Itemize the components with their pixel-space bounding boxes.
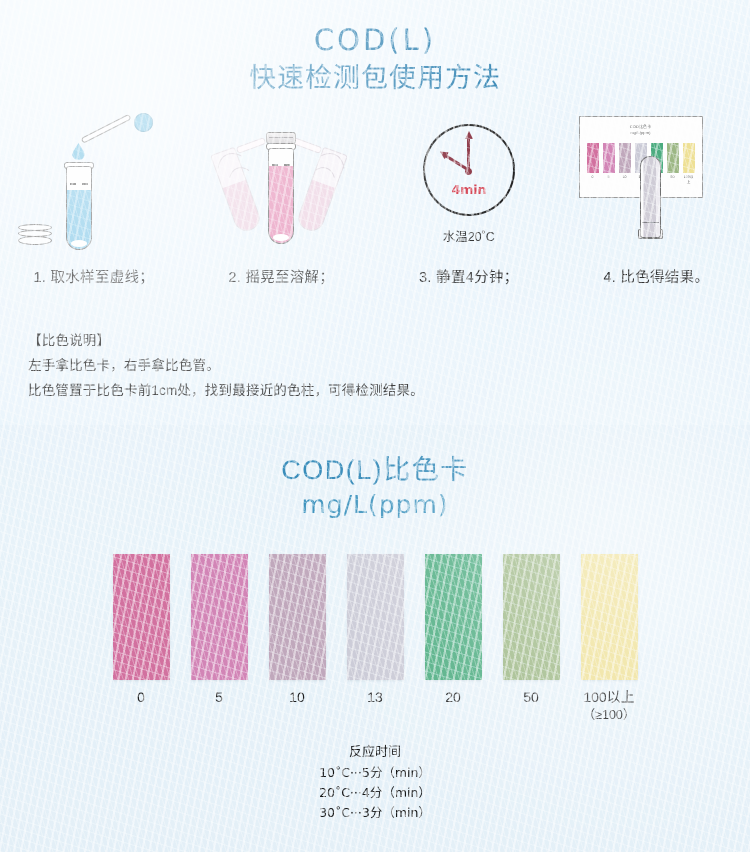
swatch-item-5: 50	[502, 553, 560, 724]
swatch-label: 0	[137, 688, 145, 705]
test-tube-step2	[267, 148, 294, 244]
fill-dashed-line	[271, 164, 290, 166]
tube-liquid	[67, 189, 91, 249]
swatch-item-6: 100以上 （≥100）	[580, 553, 638, 724]
fill-dashed-line	[70, 183, 88, 185]
step-1-illustration	[0, 108, 188, 250]
swatch-item-4: 20	[424, 553, 482, 724]
color-swatch	[424, 553, 482, 680]
title-chinese: 快速检测包使用方法	[249, 63, 501, 94]
mini-card-title: COD比色卡 mg/L(ppm)	[629, 124, 652, 135]
clock-hand-minute	[467, 136, 470, 170]
color-swatch-row: 0 5 10 13	[0, 553, 750, 724]
step-4-illustration: COD比色卡 mg/L(ppm) 0 5	[563, 108, 750, 248]
step-1-caption: 1. 取水样至虚线；	[33, 270, 155, 286]
steps-row: 1. 取水样至虚线；	[0, 108, 750, 287]
mini-swatch-label: 100以上	[683, 175, 694, 184]
swatch-item-3: 13	[346, 553, 404, 724]
step-3: 4min 水温20˚C 3. 静置4分钟；	[375, 108, 563, 287]
reaction-time-title: 反应时间	[348, 743, 401, 759]
color-card-title-line1: COD(L)比色卡	[281, 455, 469, 485]
notes-line-2: 比色管置于比色卡前1cm处，找到最接近的色柱，可得检测结果。	[28, 382, 425, 398]
step-2: 2. 摇晃至溶解；	[188, 108, 376, 287]
color-swatch	[268, 553, 326, 680]
mini-swatch	[618, 143, 631, 173]
reaction-time-row: 20˚C···4分（min）	[319, 785, 431, 801]
mini-swatch-label: 50	[670, 175, 675, 179]
notes-line-1: 左手拿比色卡，右手拿比色管。	[28, 357, 220, 373]
reaction-time-row: 30˚C···3分（min）	[319, 805, 431, 821]
color-swatch	[346, 553, 404, 680]
clock-center-hub	[465, 168, 472, 175]
step-3-caption: 3. 静置4分钟；	[419, 270, 519, 286]
clock-icon: 4min	[423, 124, 515, 216]
step-4-caption: 4. 比色得结果。	[603, 270, 710, 286]
ghost-tube-lip-left	[235, 137, 266, 154]
reaction-time-block: 反应时间 10˚C···5分（min） 20˚C···4分（min） 30˚C·…	[0, 742, 750, 824]
step-1: 1. 取水样至虚线；	[0, 108, 188, 287]
mini-swatch	[666, 143, 679, 173]
swatch-item-0: 0	[112, 553, 170, 724]
clock-duration-label: 4min	[451, 182, 487, 197]
swatch-label: 13	[367, 688, 383, 705]
swatch-label: 100以上 （≥100）	[582, 688, 636, 722]
result-tube-band	[641, 222, 659, 223]
color-swatch	[502, 553, 560, 680]
tube-cap-stack-icon	[18, 224, 52, 246]
swatch-label: 10	[289, 688, 305, 705]
reaction-time-row: 10˚C···5分（min）	[319, 765, 431, 781]
tube-liquid	[268, 165, 293, 243]
mini-swatch	[602, 143, 615, 173]
mini-swatch-label: 5	[607, 175, 610, 179]
swatch-item-1: 5	[190, 553, 248, 724]
swatch-label: 5	[215, 688, 223, 705]
mini-swatch-label: 10	[622, 175, 627, 179]
pipette-bulb-icon	[134, 113, 153, 132]
swatch-label: 20	[445, 688, 461, 705]
swatch-label: 50	[523, 688, 539, 705]
step-2-caption: 2. 摇晃至溶解；	[228, 270, 335, 286]
color-card-title: COD(L)比色卡 mg/L(ppm)	[0, 425, 750, 522]
color-swatch	[190, 553, 248, 680]
result-tube	[639, 156, 661, 238]
color-swatch	[580, 553, 638, 680]
title-english: COD(L)	[313, 23, 437, 57]
mini-swatch-label: 0	[591, 175, 594, 179]
water-drop-icon	[72, 143, 85, 160]
mini-swatch	[682, 143, 695, 173]
color-swatch	[112, 553, 170, 680]
ghost-tube-lip-right	[291, 137, 322, 154]
step-4: COD比色卡 mg/L(ppm) 0 5	[563, 108, 750, 287]
water-temperature-label: 水温20˚C	[442, 230, 495, 244]
comparison-notes: 【比色说明】 左手拿比色卡，右手拿比色管。 比色管置于比色卡前1cm处，找到最接…	[28, 329, 750, 404]
color-card-title-line2: mg/L(ppm)	[301, 490, 449, 520]
pipette-stem-icon	[80, 113, 132, 144]
step-2-illustration	[188, 108, 376, 248]
notes-heading: 【比色说明】	[28, 333, 111, 348]
step-3-illustration: 4min 水温20˚C	[375, 108, 563, 248]
mini-swatch	[586, 143, 599, 173]
test-tube-step1	[66, 166, 92, 250]
swatch-item-2: 10	[268, 553, 326, 724]
page-title: COD(L) 快速检测包使用方法	[0, 0, 750, 96]
